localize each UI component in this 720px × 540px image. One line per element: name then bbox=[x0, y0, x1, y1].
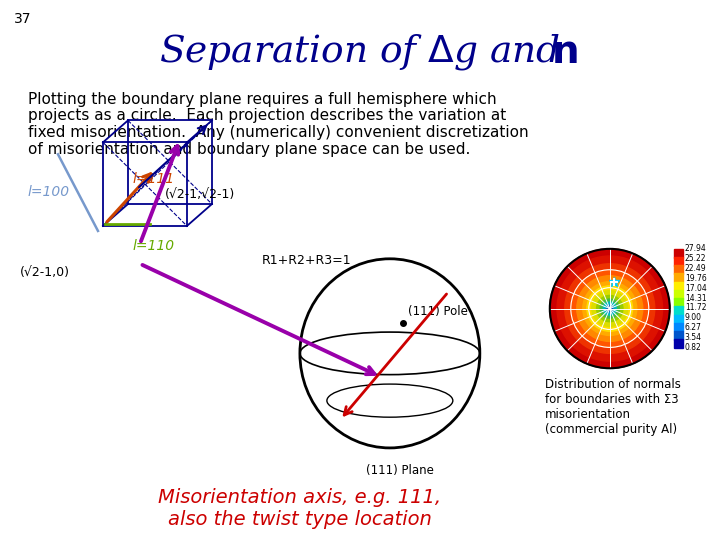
Circle shape bbox=[577, 276, 643, 341]
Text: (111) Pole: (111) Pole bbox=[408, 305, 468, 318]
Bar bbox=[674, 314, 683, 323]
Text: 37: 37 bbox=[14, 12, 32, 26]
Text: 22.49: 22.49 bbox=[685, 264, 706, 273]
Text: (√2-1,0): (√2-1,0) bbox=[20, 266, 70, 279]
Text: fixed misorientation.  Any (numerically) convenient discretization: fixed misorientation. Any (numerically) … bbox=[28, 125, 528, 140]
Bar bbox=[674, 282, 683, 291]
Circle shape bbox=[597, 295, 623, 322]
Text: Distribution of normals
for boundaries with Σ3
misorientation
(commercial purity: Distribution of normals for boundaries w… bbox=[545, 378, 680, 436]
Text: l=100: l=100 bbox=[28, 185, 70, 199]
Text: 0.82: 0.82 bbox=[685, 343, 701, 352]
Circle shape bbox=[608, 307, 611, 310]
Bar bbox=[674, 339, 683, 348]
Circle shape bbox=[564, 264, 654, 353]
Circle shape bbox=[606, 305, 614, 313]
Text: Plotting the boundary plane requires a full hemisphere which: Plotting the boundary plane requires a f… bbox=[28, 92, 497, 106]
Text: 19.76: 19.76 bbox=[685, 274, 706, 283]
Bar bbox=[674, 298, 683, 307]
Text: (111) Plane: (111) Plane bbox=[366, 464, 433, 477]
Text: 3.54: 3.54 bbox=[685, 333, 702, 342]
Bar bbox=[674, 290, 683, 299]
Circle shape bbox=[587, 286, 633, 331]
Text: 6.27: 6.27 bbox=[685, 323, 701, 332]
Text: n: n bbox=[552, 33, 580, 71]
Circle shape bbox=[550, 249, 670, 368]
Text: of misorientation and boundary plane space can be used.: of misorientation and boundary plane spa… bbox=[28, 143, 470, 157]
Text: l=110: l=110 bbox=[133, 239, 175, 253]
Bar bbox=[674, 273, 683, 282]
Text: 11.72: 11.72 bbox=[685, 303, 706, 313]
Text: (√2-1,√2-1): (√2-1,√2-1) bbox=[165, 187, 235, 200]
Bar bbox=[674, 323, 683, 332]
Text: 17.04: 17.04 bbox=[685, 284, 706, 293]
Text: projects as a circle.  Each projection describes the variation at: projects as a circle. Each projection de… bbox=[28, 109, 506, 124]
Circle shape bbox=[571, 270, 649, 347]
Circle shape bbox=[609, 308, 611, 309]
Circle shape bbox=[592, 291, 628, 327]
Text: 14.31: 14.31 bbox=[685, 294, 706, 302]
Text: 27.94: 27.94 bbox=[685, 244, 706, 253]
Text: Misorientation axis, e.g. 111,
also the twist type location: Misorientation axis, e.g. 111, also the … bbox=[158, 488, 441, 529]
Bar bbox=[674, 249, 683, 258]
Text: 25.22: 25.22 bbox=[685, 254, 706, 263]
Bar bbox=[674, 331, 683, 340]
Text: l=111: l=111 bbox=[133, 172, 175, 186]
Circle shape bbox=[600, 299, 619, 318]
Circle shape bbox=[608, 306, 612, 311]
Bar bbox=[674, 257, 683, 266]
Text: R1+R2+R3=1: R1+R2+R3=1 bbox=[262, 254, 351, 267]
Text: Separation of $\Delta$g and: Separation of $\Delta$g and bbox=[158, 32, 561, 72]
Circle shape bbox=[582, 282, 636, 335]
Bar bbox=[674, 265, 683, 274]
Text: 9.00: 9.00 bbox=[685, 313, 702, 322]
Bar bbox=[674, 306, 683, 315]
Circle shape bbox=[557, 256, 662, 361]
Circle shape bbox=[603, 302, 616, 315]
